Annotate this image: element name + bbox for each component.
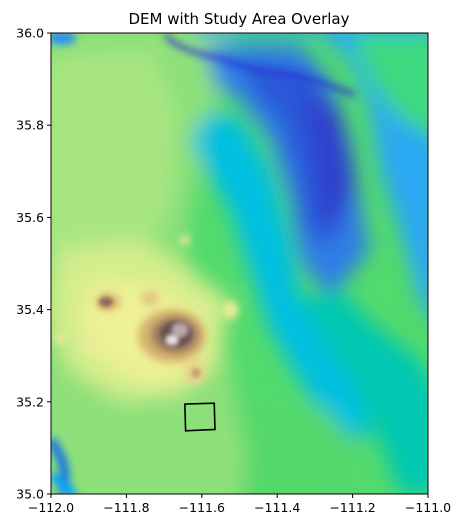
x-tick-label: −111.0 [405,500,451,515]
x-axis: −112.0 −111.8 −111.6 −111.4 −111.2 −111.0 [28,494,451,515]
raster-broad-zones [51,33,428,494]
chart-title: DEM with Study Area Overlay [128,10,349,28]
axes-frame [50,32,429,495]
elevation-raster [51,33,428,494]
y-tick-label: 35.4 [16,302,44,317]
y-tick-label: 35.2 [16,394,44,409]
y-tick-label: 35.0 [16,487,44,502]
y-tick-label: 35.6 [16,210,44,225]
y-tick-label: 36.0 [16,26,44,41]
x-tick-label: −111.8 [103,500,149,515]
x-tick-label: −111.6 [179,500,225,515]
study-area-outline [184,402,216,432]
x-tick-label: −111.2 [329,500,375,515]
y-tick-label: 35.8 [16,118,44,133]
raster-peaks [99,297,201,378]
x-tick-label: −112.0 [28,500,74,515]
y-axis: 35.0 35.2 35.4 35.6 35.8 36.0 [16,26,51,502]
x-tick-label: −111.4 [254,500,300,515]
